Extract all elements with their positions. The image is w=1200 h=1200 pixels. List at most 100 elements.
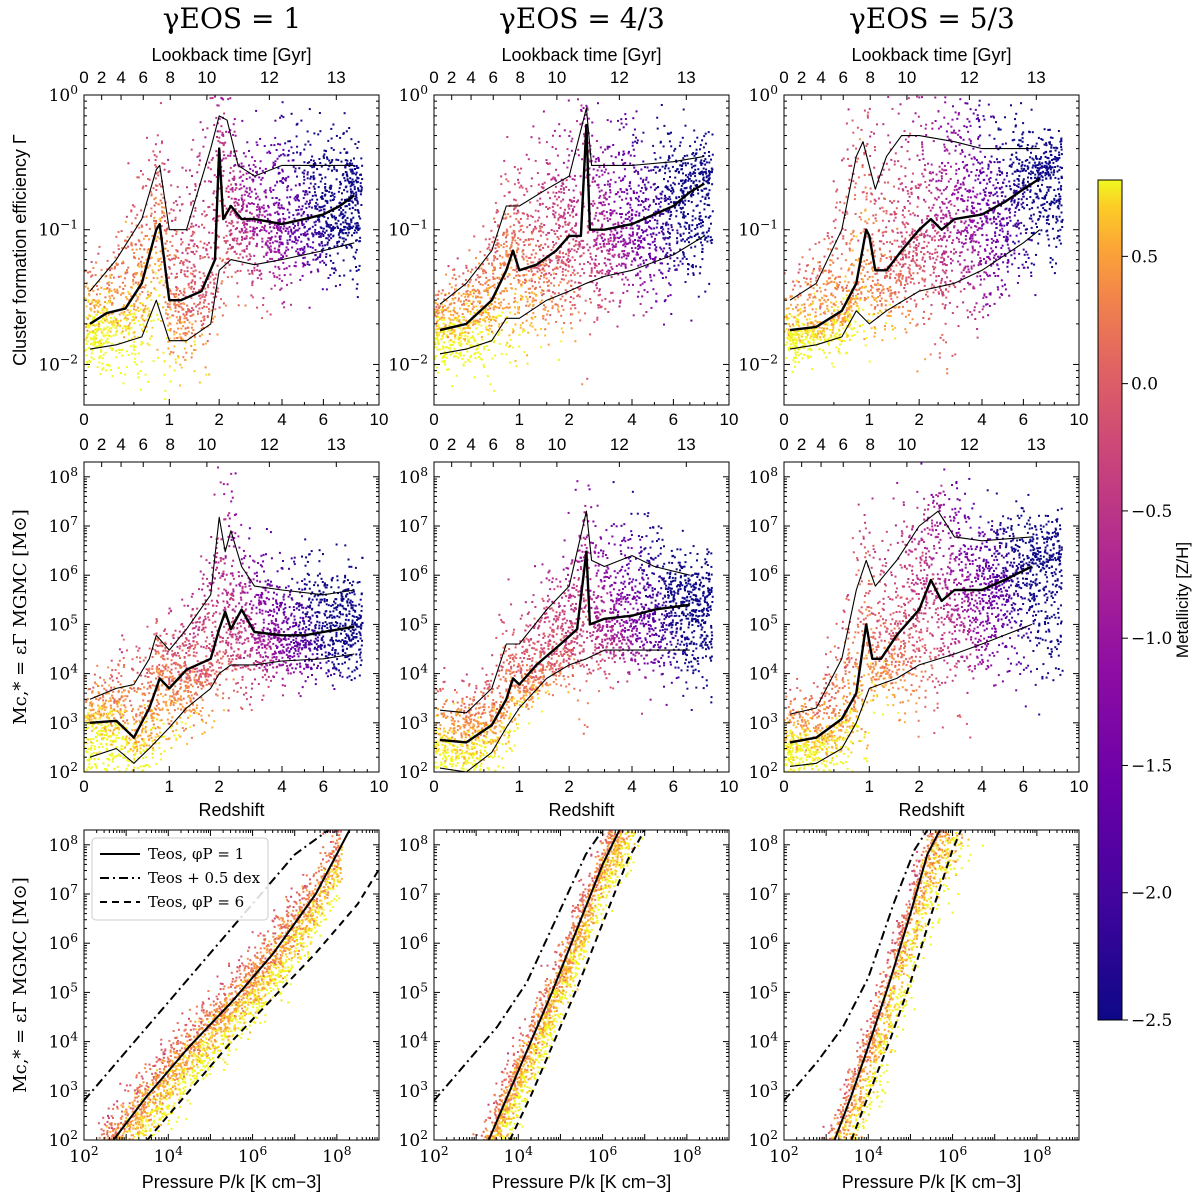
scatter-point	[577, 294, 580, 296]
scatter-point	[562, 179, 565, 182]
scatter-point	[603, 233, 605, 236]
scatter-point	[188, 169, 191, 172]
scatter-point	[462, 327, 465, 330]
scatter-point	[663, 197, 666, 200]
scatter-point	[564, 220, 567, 223]
scatter-point	[99, 311, 102, 314]
scatter-point	[96, 288, 99, 291]
scatter-point	[535, 252, 538, 255]
scatter-point	[277, 206, 280, 209]
scatter-point	[252, 178, 255, 181]
scatter-point	[221, 142, 224, 145]
scatter-point	[613, 236, 616, 239]
scatter-point	[278, 229, 281, 232]
scatter-point	[622, 150, 625, 153]
scatter-point	[253, 220, 256, 223]
scatter-point	[93, 304, 96, 307]
scatter-point	[682, 251, 684, 254]
scatter-point	[116, 322, 119, 324]
scatter-point	[195, 305, 198, 308]
scatter-point	[456, 257, 459, 260]
scatter-point	[116, 263, 119, 266]
scatter-point	[316, 232, 318, 235]
scatter-point	[436, 319, 439, 322]
scatter-point	[675, 197, 678, 200]
scatter-point	[670, 313, 673, 315]
x-tick-label: 0	[79, 410, 88, 429]
scatter-point	[346, 159, 349, 162]
scatter-point	[330, 137, 333, 140]
scatter-point	[272, 166, 274, 169]
scatter-point	[494, 301, 497, 304]
scatter-point	[141, 173, 144, 176]
scatter-point	[552, 297, 555, 300]
scatter-point	[161, 162, 164, 165]
scatter-point	[241, 236, 243, 238]
scatter-point	[313, 132, 316, 135]
top-tick-label: 0	[79, 68, 88, 87]
scatter-point	[262, 207, 265, 210]
scatter-point	[229, 247, 232, 250]
scatter-point	[94, 274, 97, 276]
scatter-point	[617, 240, 620, 243]
scatter-point	[167, 258, 170, 261]
scatter-point	[501, 262, 504, 265]
scatter-point	[317, 133, 320, 136]
scatter-point	[269, 214, 272, 217]
scatter-point	[269, 152, 272, 155]
scatter-point	[193, 349, 196, 351]
scatter-point	[537, 192, 540, 195]
scatter-point	[629, 187, 632, 190]
scatter-point	[662, 237, 665, 240]
scatter-point	[324, 189, 327, 192]
scatter-point	[684, 124, 687, 127]
scatter-point	[534, 286, 537, 289]
scatter-point	[668, 208, 671, 211]
scatter-point	[348, 223, 351, 226]
scatter-point	[552, 272, 555, 275]
scatter-point	[301, 262, 304, 265]
scatter-point	[115, 262, 118, 265]
scatter-point	[178, 333, 181, 336]
scatter-point	[576, 199, 579, 202]
scatter-point	[358, 215, 361, 218]
scatter-point	[154, 164, 157, 166]
scatter-point	[229, 211, 232, 214]
scatter-point	[486, 288, 489, 291]
scatter-point	[511, 238, 514, 240]
scatter-point	[95, 327, 98, 330]
scatter-point	[462, 354, 465, 357]
scatter-point	[516, 249, 519, 252]
scatter-point	[614, 222, 617, 225]
scatter-point	[514, 269, 517, 272]
scatter-point	[321, 250, 324, 253]
scatter-point	[269, 239, 272, 241]
scatter-point	[92, 331, 95, 334]
scatter-point	[544, 243, 547, 246]
scatter-point	[507, 213, 509, 216]
x-tick-label: 1	[165, 410, 174, 429]
scatter-point	[558, 252, 561, 254]
scatter-point	[319, 261, 322, 264]
scatter-point	[333, 195, 336, 198]
scatter-point	[300, 214, 303, 217]
scatter-point	[678, 144, 681, 147]
scatter-point	[158, 218, 161, 221]
scatter-point	[633, 154, 636, 157]
scatter-point	[141, 302, 144, 305]
scatter-point	[496, 243, 499, 246]
scatter-point	[453, 341, 456, 344]
scatter-point	[545, 206, 548, 208]
scatter-point	[325, 220, 328, 223]
scatter-point	[478, 320, 481, 323]
scatter-point	[480, 336, 483, 338]
scatter-point	[258, 207, 261, 210]
scatter-point	[327, 223, 330, 226]
scatter-point	[244, 237, 247, 240]
scatter-point	[536, 199, 539, 202]
scatter-point	[503, 290, 506, 293]
scatter-point	[591, 258, 593, 261]
scatter-point	[170, 292, 173, 295]
scatter-point	[448, 323, 451, 325]
scatter-point	[179, 384, 182, 387]
